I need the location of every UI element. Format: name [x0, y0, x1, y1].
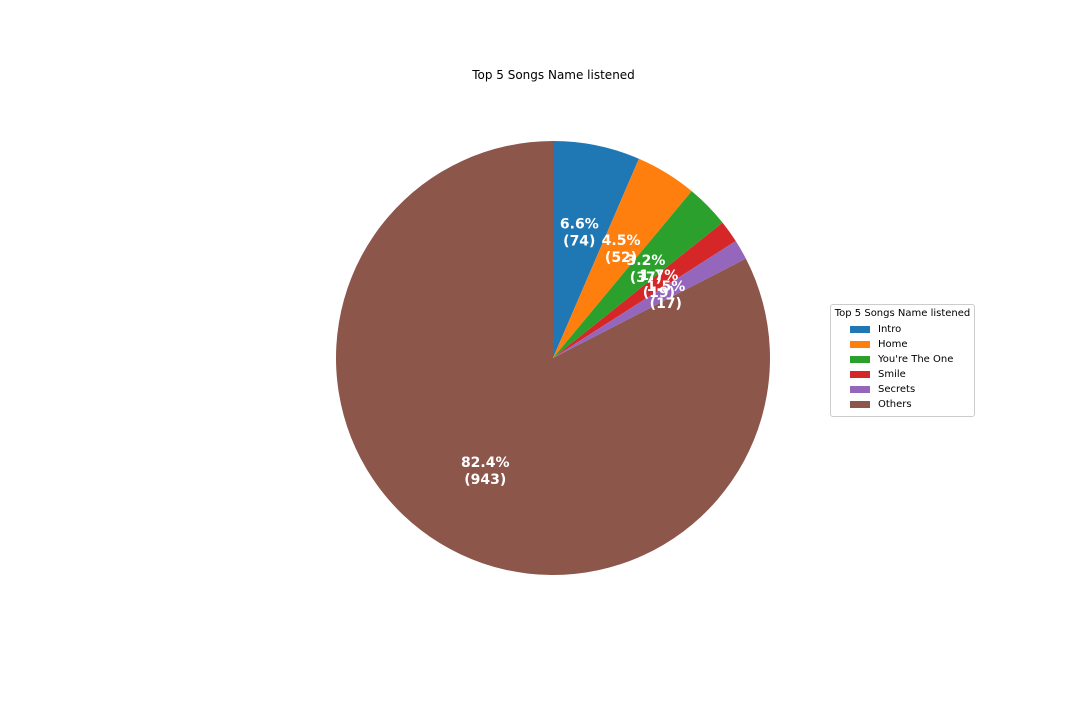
legend: Top 5 Songs Name listened Intro Home You'r…	[830, 304, 975, 417]
slice-percent-label: 1.5%	[646, 279, 685, 295]
slice-percent-label: 1.7%	[639, 268, 678, 284]
slice-percent-label: 82.4%	[461, 455, 510, 471]
pie-labels: 6.6%(74) 4.5%(52)3.2%(37)1.7%(19)1.5%(17)…	[461, 216, 685, 488]
legend-swatch	[850, 326, 870, 333]
legend-label: Secrets	[878, 384, 916, 395]
legend-item-home: Home	[831, 337, 974, 352]
slice-count-label: (74)	[563, 233, 595, 249]
slice-count-label: (52)	[605, 250, 637, 266]
legend-label: Smile	[878, 369, 906, 380]
legend-swatch	[850, 341, 870, 348]
chart-title: Top 5 Songs Name listened	[472, 68, 635, 82]
legend-item-intro: Intro	[831, 322, 974, 337]
pie-slice-you-re-the-one	[553, 191, 723, 358]
slice-count-label: (19)	[643, 285, 675, 301]
legend-items: Intro Home You're The One Smile Secrets Other…	[831, 322, 974, 412]
pie-slice-home	[553, 158, 692, 358]
legend-label: Others	[878, 399, 912, 410]
pie-slice-others	[336, 141, 770, 575]
legend-swatch	[850, 371, 870, 378]
legend-label: You're The One	[878, 354, 954, 365]
legend-swatch	[850, 386, 870, 393]
slice-count-label: (17)	[650, 296, 682, 312]
legend-title: Top 5 Songs Name listened	[834, 308, 971, 319]
legend-item-secrets: Secrets	[831, 382, 974, 397]
pie-slice-secrets	[553, 241, 746, 358]
legend-swatch	[850, 401, 870, 408]
pie-slice-smile	[553, 222, 736, 358]
legend-item-you-re-the-one: You're The One	[831, 352, 974, 367]
legend-label: Intro	[878, 324, 902, 335]
legend-item-smile: Smile	[831, 367, 974, 382]
legend-item-others: Others	[831, 397, 974, 412]
slice-percent-label: 6.6%	[560, 216, 599, 232]
slice-count-label: (943)	[464, 472, 506, 488]
pie-slices	[336, 141, 770, 575]
slice-count-label: (37)	[630, 270, 662, 286]
legend-swatch	[850, 356, 870, 363]
slice-percent-label: 3.2%	[627, 253, 666, 269]
legend-label: Home	[878, 339, 908, 350]
slice-percent-label: 4.5%	[602, 233, 641, 249]
pie-slice-intro	[553, 141, 639, 358]
